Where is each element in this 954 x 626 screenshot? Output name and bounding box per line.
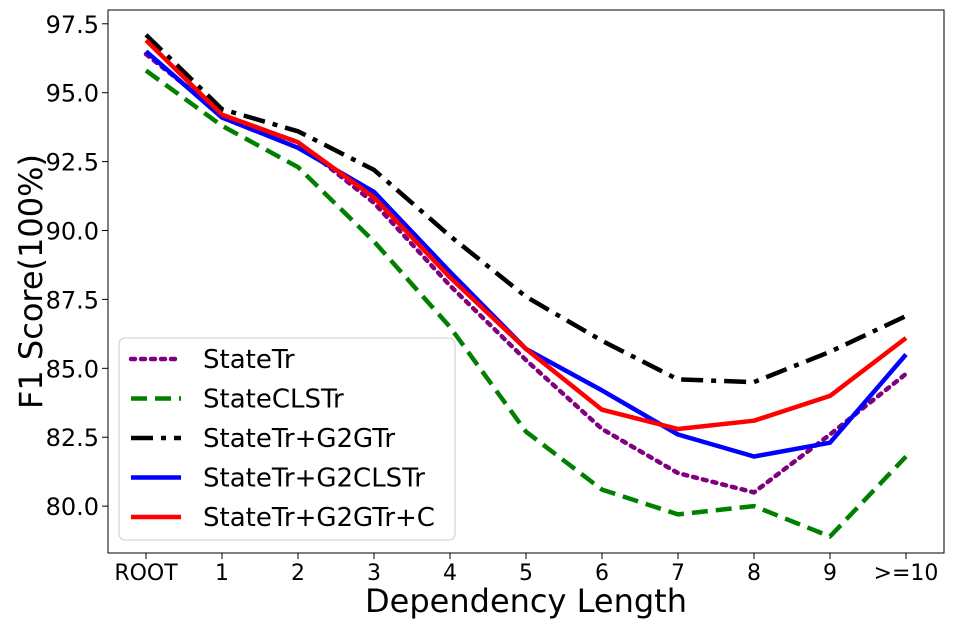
- legend-label: StateTr+G2GTr: [203, 424, 395, 454]
- legend-label: StateCLSTr: [203, 385, 344, 415]
- y-tick-label: 92.5: [46, 149, 99, 177]
- x-tick-label: 3: [367, 561, 381, 586]
- y-axis: 80.0 82.5 85.0 87.5 90.0 92.5 95.0 97.5: [46, 11, 108, 521]
- legend: StateTr StateCLSTr StateTr+G2GTr StateTr+G2…: [118, 337, 456, 541]
- x-tick-label: 2: [291, 561, 305, 586]
- y-tick-label: 80.0: [46, 493, 99, 521]
- x-tick-label: 1: [215, 561, 229, 586]
- x-tick-label: 9: [823, 561, 837, 586]
- x-axis: ROOT 1 2 3 4 5 6 7 8 9 >=10: [114, 553, 938, 586]
- y-tick-label: 87.5: [46, 286, 99, 314]
- y-tick-label: 95.0: [46, 80, 99, 108]
- legend-box: [118, 337, 456, 541]
- legend-label: StateTr: [203, 345, 295, 375]
- y-tick-label: 97.5: [46, 11, 99, 39]
- x-axis-title: Dependency Length: [365, 582, 687, 620]
- series-line-3: [144, 33, 907, 385]
- y-tick-label: 90.0: [46, 218, 99, 246]
- x-tick-label: >=10: [874, 561, 939, 586]
- y-axis-title: F1 Score(100%): [12, 154, 50, 409]
- y-tick-label: 82.5: [46, 424, 99, 452]
- series-line-2: [144, 68, 908, 539]
- x-tick-label: 6: [595, 561, 609, 586]
- x-tick-label: 4: [443, 561, 457, 586]
- legend-label: StateTr+G2GTr+C: [203, 503, 435, 533]
- x-tick-label: 7: [671, 561, 685, 586]
- legend-label: StateTr+G2CLSTr: [203, 464, 425, 494]
- x-tick-label: 8: [747, 561, 761, 586]
- x-tick-label: 5: [519, 561, 533, 586]
- series-line-5: [144, 38, 908, 432]
- y-tick-label: 85.0: [46, 355, 99, 383]
- plot-lines: [143, 33, 909, 539]
- x-tick-label: ROOT: [114, 561, 178, 586]
